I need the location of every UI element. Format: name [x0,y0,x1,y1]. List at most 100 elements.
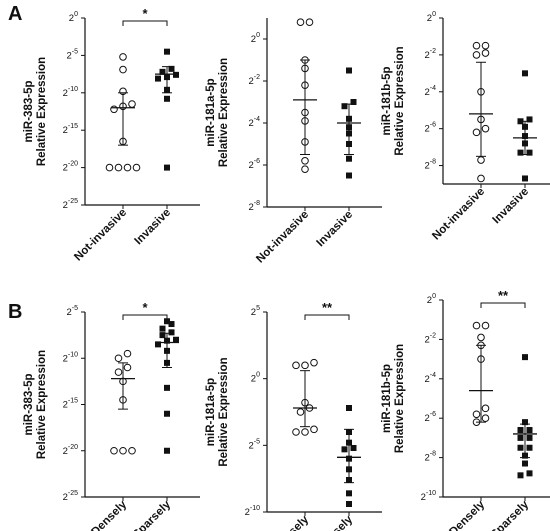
y-tick-label: 2-2 [248,74,260,87]
y-tick-label: 2-20 [63,161,79,174]
y-tick-label: 2-10 [63,86,79,99]
data-point-filled-square [159,68,166,75]
y-tick-label: 20 [427,293,436,306]
y-axis-label: Relative Expression [36,57,48,166]
data-point-open-circle [472,128,481,137]
data-point-filled-square [164,410,170,417]
data-point-filled-square [522,354,528,361]
chart-6: 20 2-2 2-4 2-6 2-8 2-10 miR-181b-5p Relative Ex… [381,288,550,531]
data-point-filled-square [164,164,170,171]
y-tick-label: 20 [251,372,260,385]
y-tick-label: 2-6 [424,122,436,135]
x-category-label: Invasive [133,207,174,248]
data-point-filled-square [526,427,533,434]
x-category-label: Not-invasive [430,186,487,243]
y-axis-label: Relative Expression [394,344,406,453]
data-point-filled-square [173,336,179,343]
significance-bracket [122,20,168,26]
y-tick-label: 2-6 [424,411,436,424]
data-point-open-circle [110,446,118,455]
y-tick-label: 20 [427,11,436,24]
data-point-filled-square [517,434,524,441]
data-point-open-circle [128,100,136,108]
significance-label: ** [322,300,333,315]
y-tick-label: 2-25 [63,198,79,211]
data-point-open-circle [305,18,314,27]
data-point-filled-square [517,427,524,434]
x-category-label: Densely [271,513,311,531]
y-tick-label: 2-8 [248,200,260,213]
significance-bracket [122,314,168,320]
data-point-open-circle [110,105,118,114]
y-axis-label: Relative Expression [218,58,230,167]
data-point-open-circle [472,51,481,59]
data-point-open-circle [477,333,485,342]
data-point-open-circle [292,361,300,370]
y-tick-label: 2-2 [424,332,436,345]
data-point-filled-square [522,419,528,426]
y-axis-label: Relative Expression [394,46,406,155]
chart-1: 20 2-5 2-10 2-15 2-20 2-25 miR-383-5p Relative … [23,6,200,263]
y-axis-label: miR-181b-5p [381,364,393,433]
x-category-label: Not-invasive [254,209,311,266]
data-point-open-circle [114,163,123,172]
data-point-open-circle [481,414,490,423]
data-point-open-circle [481,49,490,57]
data-point-filled-square [526,149,533,156]
data-point-filled-square [155,341,161,348]
data-point-open-circle [301,428,309,436]
data-point-open-circle [481,124,490,133]
x-category-label: Invasive [315,209,356,250]
data-point-filled-square [346,67,352,74]
data-point-open-circle [481,321,490,330]
y-tick-label: 2-4 [424,372,436,385]
data-point-filled-square [164,48,170,55]
data-point-filled-square [168,321,175,328]
data-point-filled-square [526,434,533,441]
data-point-open-circle [481,41,490,50]
data-point-open-circle [114,354,123,363]
data-point-filled-square [522,175,528,182]
data-point-open-circle [472,410,481,419]
data-point-filled-square [526,116,533,123]
significance-bracket [304,314,350,320]
chart-4: 2-5 2-10 2-15 2-20 2-25 miR-383-5p Relative Ex… [23,300,200,531]
x-category-label: Invasive [491,186,532,227]
y-axis-label: Relative Expression [36,350,48,459]
y-tick-label: 2-6 [248,158,260,171]
data-point-filled-square [522,70,528,77]
data-point-filled-square [526,470,533,477]
data-point-open-circle [477,174,485,183]
data-point-open-circle [472,321,481,330]
y-tick-label: 2-10 [63,351,79,364]
y-tick-label: 2-4 [424,85,436,98]
data-point-filled-square [155,75,161,82]
data-point-open-circle [296,408,305,416]
data-point-open-circle [123,349,132,358]
chart-3: 20 2-2 2-4 2-6 2-8 miR-181b-5p Relative Expres… [381,11,550,242]
data-point-filled-square [346,501,352,507]
chart-5: 25 20 2-5 2-10 miR-181a-5p Relative Expressio… [205,300,382,531]
y-tick-label: 2-5 [66,305,78,318]
data-point-filled-square [517,472,524,479]
y-tick-label: 2-15 [63,398,79,411]
data-point-open-circle [105,163,114,172]
y-tick-label: 2-4 [248,116,260,129]
y-axis-label: miR-383-5p [23,81,35,143]
data-point-filled-square [522,460,528,467]
data-point-filled-square [346,172,352,179]
y-tick-label: 2-8 [424,159,436,172]
data-point-open-circle [132,163,141,172]
x-category-label: Densely [447,498,487,531]
data-point-filled-square [173,71,179,78]
data-point-open-circle [296,18,305,27]
data-point-open-circle [119,53,127,61]
data-point-filled-square [164,95,170,102]
y-tick-label: 2-20 [63,444,79,457]
y-tick-label: 25 [251,305,260,318]
data-point-open-circle [310,358,318,367]
y-axis-label: miR-383-5p [23,374,35,436]
x-category-label: Not-invasive [72,207,129,264]
data-point-open-circle [481,404,490,413]
